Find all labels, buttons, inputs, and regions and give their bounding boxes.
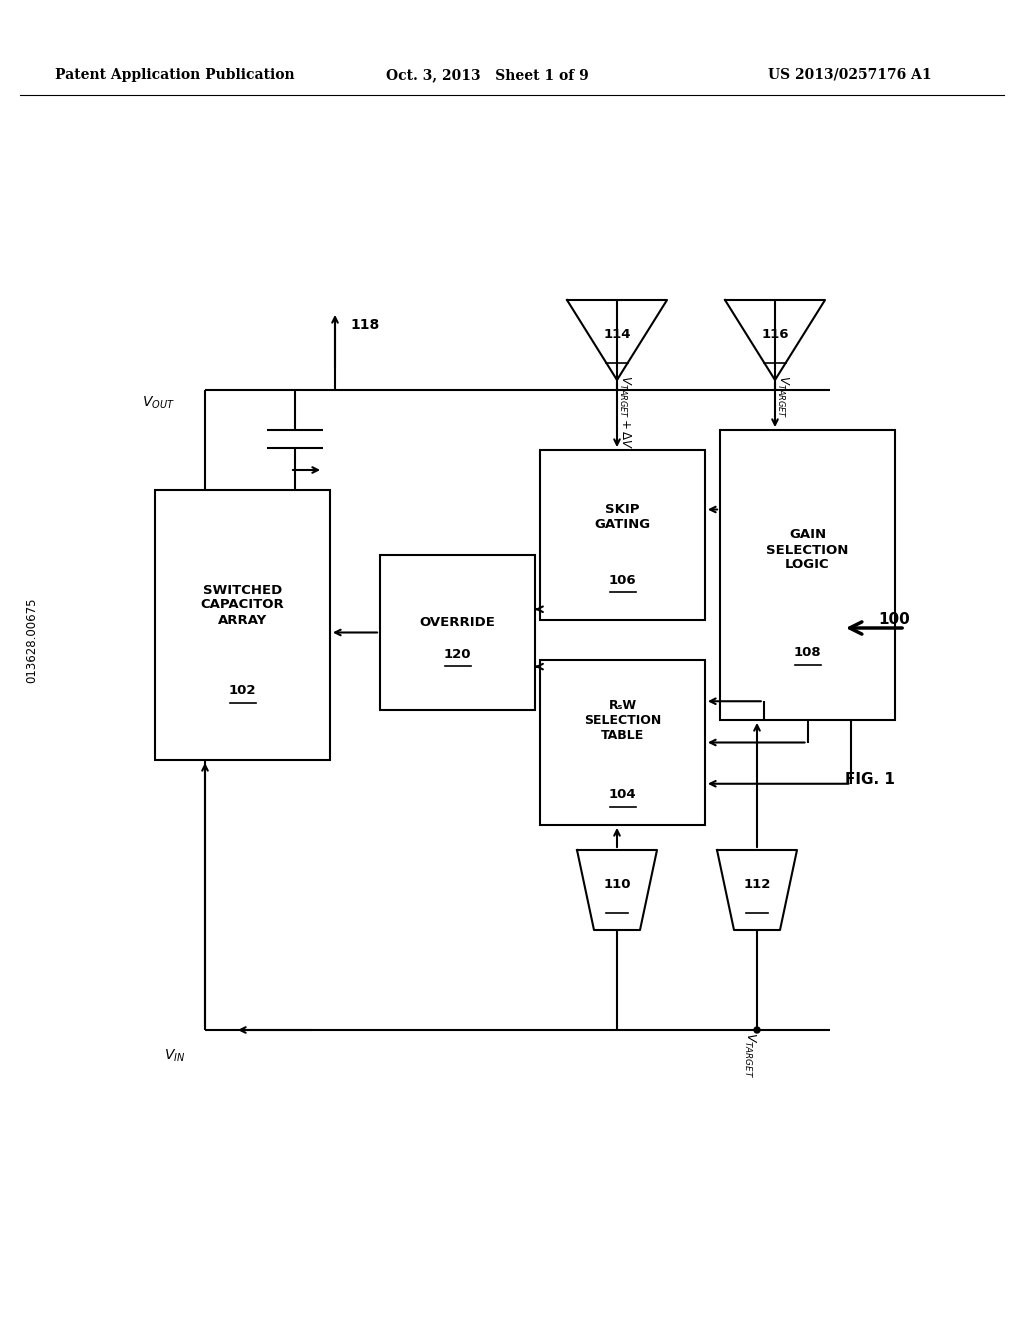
Text: 116: 116 <box>761 329 788 342</box>
Text: 114: 114 <box>603 329 631 342</box>
Text: Patent Application Publication: Patent Application Publication <box>55 69 295 82</box>
Text: 100: 100 <box>878 612 909 627</box>
Text: GAIN
SELECTION
LOGIC: GAIN SELECTION LOGIC <box>766 528 849 572</box>
Text: US 2013/0257176 A1: US 2013/0257176 A1 <box>768 69 932 82</box>
Text: OVERRIDE: OVERRIDE <box>420 616 496 630</box>
Text: 102: 102 <box>228 684 256 697</box>
Text: SWITCHED
CAPACITOR
ARRAY: SWITCHED CAPACITOR ARRAY <box>201 583 285 627</box>
Text: RₛW
SELECTION
TABLE: RₛW SELECTION TABLE <box>584 700 662 742</box>
Text: 112: 112 <box>743 879 771 891</box>
Polygon shape <box>725 300 825 380</box>
Text: $V_{TARGET}+\Delta V$: $V_{TARGET}+\Delta V$ <box>617 375 633 450</box>
Text: 108: 108 <box>794 647 821 660</box>
Text: $V_{OUT}$: $V_{OUT}$ <box>142 395 175 412</box>
Text: 118: 118 <box>350 318 379 333</box>
Circle shape <box>754 1027 760 1034</box>
Text: 013628.00675: 013628.00675 <box>26 597 39 682</box>
Bar <box>380 554 535 710</box>
Bar <box>720 430 895 719</box>
Polygon shape <box>577 850 657 931</box>
Text: $V_{IN}$: $V_{IN}$ <box>164 1048 185 1064</box>
Polygon shape <box>717 850 797 931</box>
Bar <box>540 660 705 825</box>
Text: Oct. 3, 2013   Sheet 1 of 9: Oct. 3, 2013 Sheet 1 of 9 <box>386 69 589 82</box>
Text: 106: 106 <box>608 573 636 586</box>
Text: 110: 110 <box>603 879 631 891</box>
Text: $V_{TARGET}$: $V_{TARGET}$ <box>775 375 791 418</box>
Text: 104: 104 <box>608 788 636 801</box>
Polygon shape <box>567 300 667 380</box>
Bar <box>540 450 705 620</box>
Bar <box>155 490 330 760</box>
Text: $V_{TARGET}$: $V_{TARGET}$ <box>742 1032 757 1078</box>
Text: SKIP
GATING: SKIP GATING <box>595 503 650 531</box>
Text: FIG. 1: FIG. 1 <box>845 772 895 788</box>
Text: 120: 120 <box>443 648 471 661</box>
